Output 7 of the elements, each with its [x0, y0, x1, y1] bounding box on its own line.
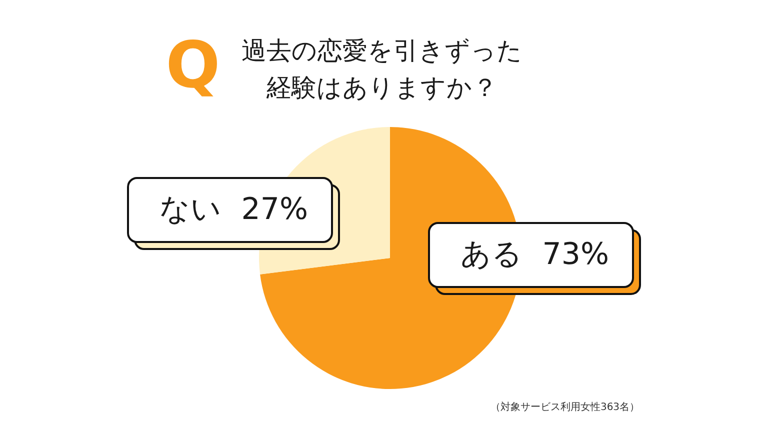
chart-title: 過去の恋愛を引きずった経験はありますか？	[242, 36, 522, 102]
text: Q	[166, 29, 220, 103]
text: （対象サービス利用女性363名）	[490, 401, 640, 413]
slice-label: ない	[159, 192, 222, 227]
data-label: 27%	[241, 192, 308, 227]
data-label: 73%	[542, 237, 609, 272]
slice-label: ある	[460, 237, 522, 272]
